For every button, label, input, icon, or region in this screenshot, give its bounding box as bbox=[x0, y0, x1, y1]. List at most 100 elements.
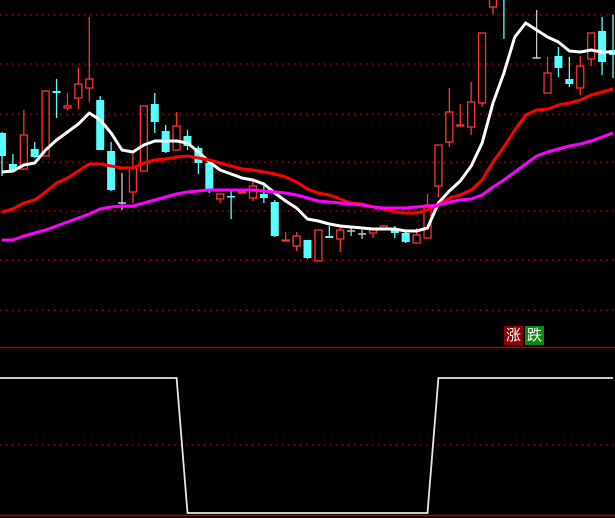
candle-body bbox=[281, 239, 290, 242]
candle-body bbox=[172, 125, 181, 151]
candle bbox=[325, 226, 334, 238]
candle bbox=[270, 200, 279, 237]
candle bbox=[194, 146, 203, 174]
legend-down-label: 跌 bbox=[525, 326, 544, 345]
candle bbox=[52, 79, 61, 118]
candle-body bbox=[488, 0, 498, 8]
candle-body bbox=[445, 111, 454, 143]
candle-body bbox=[52, 91, 61, 93]
candle-body bbox=[63, 105, 72, 109]
candle-body bbox=[205, 163, 214, 190]
candle bbox=[118, 173, 127, 210]
candle-body bbox=[598, 31, 607, 62]
candle-body bbox=[259, 194, 268, 198]
candle-body bbox=[412, 234, 421, 244]
candle-body bbox=[554, 56, 563, 68]
candle bbox=[609, 15, 615, 78]
candle-body bbox=[128, 167, 138, 193]
candle bbox=[336, 226, 345, 252]
candle bbox=[96, 96, 105, 150]
candle bbox=[128, 154, 138, 203]
candle-body bbox=[303, 240, 312, 258]
candle-body bbox=[467, 101, 476, 128]
candle-body bbox=[8, 164, 17, 170]
ma-line-red bbox=[1, 87, 614, 215]
candle bbox=[303, 240, 312, 259]
candle-body bbox=[543, 72, 552, 94]
moving-average-lines bbox=[1, 21, 614, 242]
candle-body bbox=[150, 104, 159, 122]
candle-body bbox=[401, 233, 410, 242]
candle bbox=[41, 90, 50, 157]
candle-body bbox=[456, 124, 465, 127]
candle-body bbox=[0, 133, 6, 156]
candle-body bbox=[292, 235, 301, 247]
candle bbox=[0, 132, 6, 176]
candle bbox=[107, 142, 116, 191]
candle-body bbox=[325, 236, 334, 238]
candle bbox=[576, 56, 585, 95]
candle-body bbox=[248, 185, 258, 199]
candle-body bbox=[314, 229, 323, 262]
candle-body bbox=[96, 100, 105, 150]
candle-body bbox=[587, 32, 596, 60]
candle-body bbox=[434, 144, 443, 187]
candle-body bbox=[107, 151, 116, 190]
candle-body bbox=[85, 78, 94, 89]
candle bbox=[488, 0, 498, 14]
candle bbox=[314, 229, 323, 262]
candle-body bbox=[19, 134, 28, 170]
candle bbox=[503, 0, 505, 39]
candle bbox=[183, 130, 192, 150]
candle bbox=[63, 93, 72, 110]
candle bbox=[434, 144, 443, 197]
candle-body bbox=[194, 148, 203, 163]
candle bbox=[467, 82, 476, 135]
candle-body bbox=[183, 136, 192, 146]
candle bbox=[74, 68, 83, 109]
candle-body bbox=[336, 229, 345, 240]
candle bbox=[30, 142, 39, 158]
candle bbox=[358, 230, 367, 239]
candle bbox=[172, 112, 181, 151]
candle-body bbox=[237, 191, 247, 194]
candle bbox=[227, 190, 236, 219]
candle bbox=[139, 105, 148, 172]
candle bbox=[445, 88, 454, 147]
candle bbox=[401, 232, 410, 243]
candle bbox=[477, 32, 487, 107]
candle bbox=[598, 17, 607, 75]
candle bbox=[150, 93, 159, 133]
candle bbox=[456, 104, 465, 127]
signal-line bbox=[0, 377, 613, 514]
candle-body bbox=[227, 196, 236, 198]
legend-up-label: 涨 bbox=[504, 326, 523, 345]
candle bbox=[281, 232, 290, 242]
candle bbox=[554, 47, 563, 77]
candle bbox=[161, 125, 170, 153]
candle-body bbox=[216, 193, 225, 200]
ma-line-magenta bbox=[2, 131, 614, 242]
candle-body bbox=[30, 149, 39, 157]
candle-body bbox=[477, 32, 487, 104]
candle bbox=[587, 32, 596, 66]
candle bbox=[292, 232, 301, 251]
candle-body bbox=[74, 83, 83, 99]
candle-body bbox=[576, 65, 585, 89]
candle bbox=[85, 17, 94, 102]
candle bbox=[565, 57, 574, 87]
ma-line-white bbox=[1, 21, 613, 233]
candle bbox=[543, 57, 552, 94]
candle-body bbox=[565, 79, 574, 84]
candle-body bbox=[41, 90, 50, 157]
candle bbox=[19, 110, 28, 170]
price-gridlines bbox=[0, 14, 615, 311]
candle-body bbox=[139, 105, 148, 172]
indicator-line bbox=[0, 377, 613, 514]
candlesticks bbox=[0, 0, 615, 262]
candle bbox=[423, 194, 432, 239]
candle-body bbox=[270, 202, 279, 236]
candle bbox=[216, 193, 225, 203]
candle bbox=[532, 10, 541, 59]
